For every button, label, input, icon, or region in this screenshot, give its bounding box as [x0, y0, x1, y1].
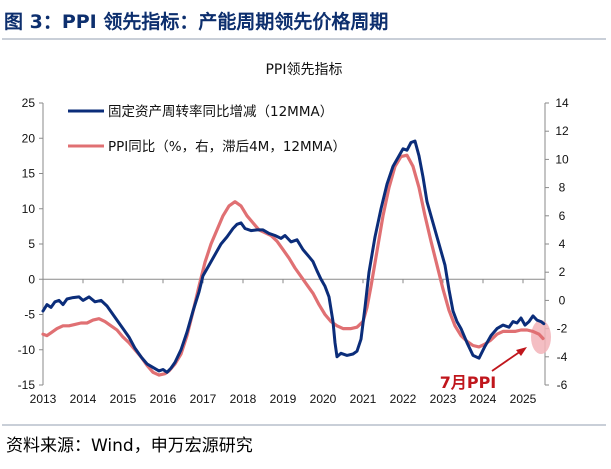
right-axis-tick-label: 14 — [555, 96, 569, 110]
series-line-asset-turnover — [41, 139, 546, 374]
right-axis-tick-label: -2 — [557, 322, 568, 336]
annotation-arrow-head — [516, 347, 527, 356]
x-axis-tick-label: 2022 — [390, 392, 417, 406]
footer-divider — [2, 424, 606, 426]
header-divider — [2, 38, 606, 40]
legend-label-asset-turnover: 固定资产周转率同比增减（12MMA） — [108, 103, 333, 120]
chart-legend: 固定资产周转率同比增减（12MMA） PPI同比（%，右，滞后4M，12MMA） — [68, 103, 346, 155]
source-note: 资料来源：Wind，申万宏源研究 — [6, 436, 253, 456]
right-axis-tick-label: 2 — [559, 265, 566, 279]
left-axis-tick-label: 25 — [22, 96, 36, 110]
chart-title: PPI领先指标 — [265, 62, 342, 78]
left-axis-tick-label: 20 — [22, 131, 36, 145]
x-axis-tick-label: 2016 — [150, 392, 177, 406]
x-axis-tick-label: 2024 — [470, 392, 497, 406]
legend-label-ppi: PPI同比（%，右，滞后4M，12MMA） — [108, 139, 346, 155]
right-axis-tick-label: 8 — [559, 181, 566, 195]
right-axis-tick-label: 10 — [555, 152, 569, 166]
left-axis-tick-label: 5 — [28, 237, 35, 251]
x-axis-tick-label: 2023 — [430, 392, 457, 406]
left-axis-tick-label: 10 — [22, 202, 36, 216]
x-axis-tick-label: 2017 — [190, 392, 217, 406]
left-axis-tick-label: -5 — [24, 308, 35, 322]
left-axis-tick-label: -10 — [18, 343, 36, 357]
figure-title: 图 3：PPI 领先指标：产能周期领先价格周期 — [4, 11, 389, 33]
ppi-leading-indicator-chart: PPI领先指标 2520151050-5-10-1514121086420-2-… — [18, 62, 569, 406]
annotation-layer: 7月PPI — [440, 347, 527, 392]
x-axis-tick-label: 2018 — [230, 392, 257, 406]
right-axis-tick-label: 4 — [559, 237, 566, 251]
series-line-ppi — [41, 153, 545, 377]
x-axis-tick-label: 2015 — [110, 392, 137, 406]
x-axis-tick-label: 2013 — [30, 392, 57, 406]
x-axis-tick-label: 2021 — [350, 392, 377, 406]
annotation-label: 7月PPI — [440, 373, 497, 392]
left-axis-tick-label: 0 — [28, 272, 35, 286]
right-axis-tick-label: -4 — [557, 350, 568, 364]
left-axis-tick-label: 15 — [22, 167, 36, 181]
x-axis-tick-label: 2019 — [270, 392, 297, 406]
annotation-arrow-shaft — [491, 350, 522, 372]
x-axis-tick-label: 2020 — [310, 392, 337, 406]
x-axis-tick-label: 2025 — [510, 392, 537, 406]
x-axis-tick-label: 2014 — [70, 392, 97, 406]
right-axis-tick-label: 12 — [555, 124, 569, 138]
figure-header: 图 3：PPI 领先指标：产能周期领先价格周期 — [0, 0, 611, 40]
right-axis-tick-label: 6 — [559, 209, 566, 223]
right-axis-tick-label: 0 — [559, 293, 566, 307]
right-axis-tick-label: -6 — [557, 378, 568, 392]
series-layer — [41, 139, 551, 377]
left-axis-tick-label: -15 — [18, 378, 36, 392]
